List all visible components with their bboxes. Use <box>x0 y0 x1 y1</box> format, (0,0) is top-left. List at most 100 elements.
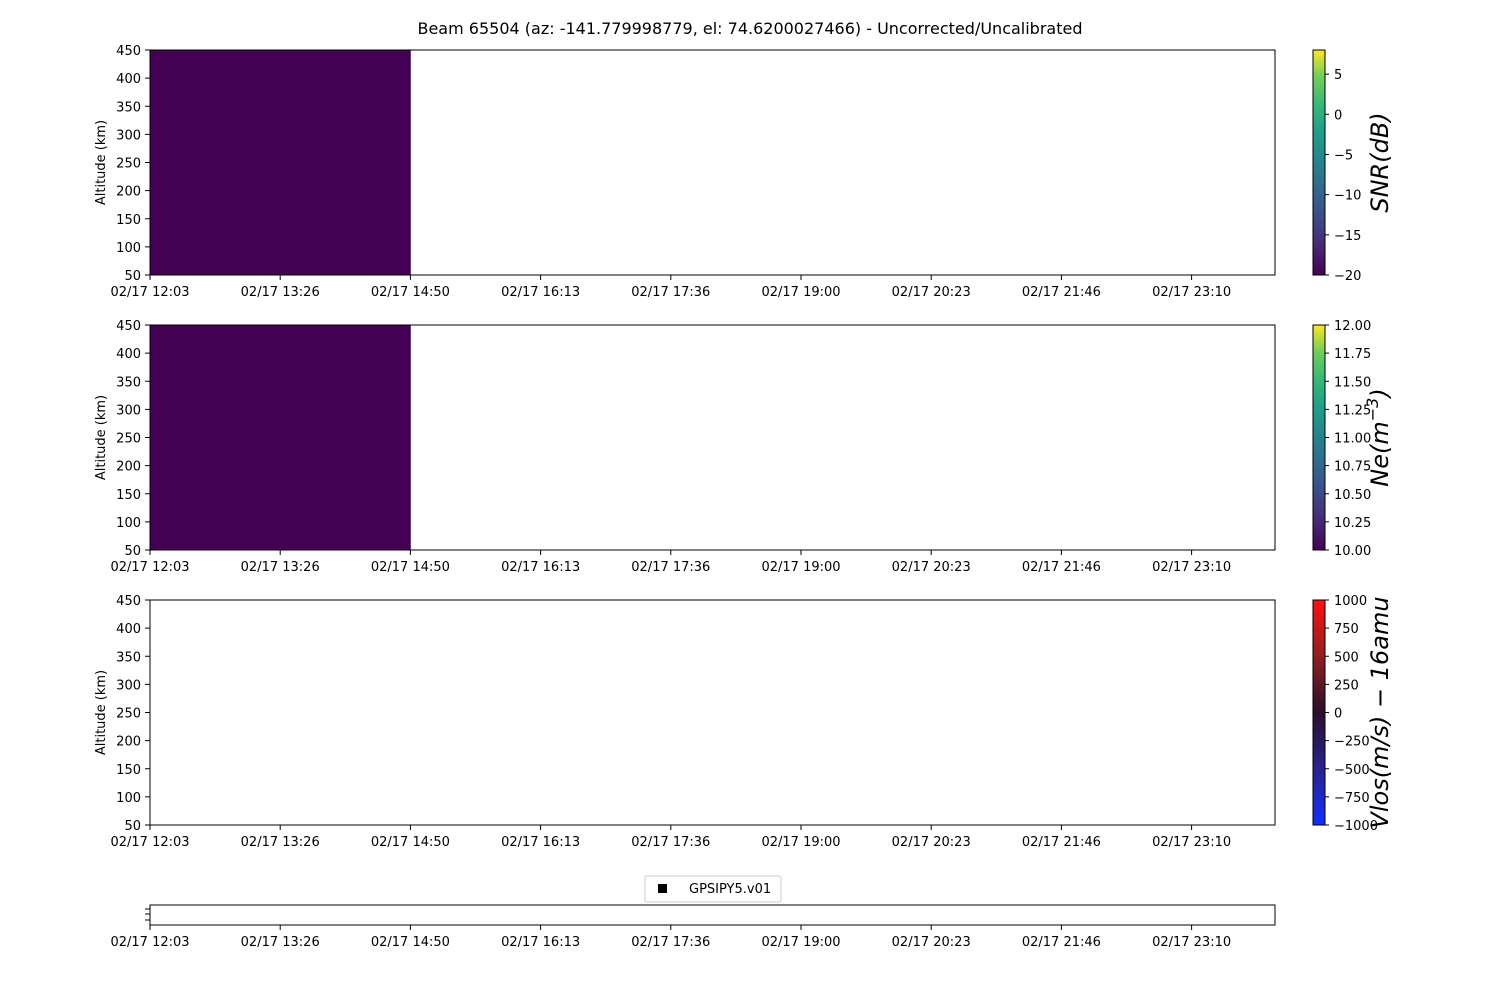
panel-3-xtick-label: 02/17 17:36 <box>631 835 710 850</box>
panel-1-ytick-label: 50 <box>124 269 141 284</box>
panel-4-xtick-label: 02/17 19:00 <box>761 935 840 950</box>
panel-3-colorbar <box>1313 600 1325 825</box>
panel-1-ytick-label: 200 <box>116 185 141 200</box>
panel-3-colorbar-tick-label: 750 <box>1334 622 1359 637</box>
panel-4-xtick-label: 02/17 12:03 <box>110 935 189 950</box>
panel-2-xtick-label: 02/17 19:00 <box>761 560 840 575</box>
panel-1-ytick-label: 450 <box>116 44 141 59</box>
panel-3-ylabel: Altitude (km) <box>94 670 109 755</box>
panel-2-colorbar-tick-label: 11.00 <box>1334 432 1371 447</box>
panel-1-colorbar-tick-label: −20 <box>1334 269 1361 284</box>
legend-label: GPSIPY5.v01 <box>689 882 771 897</box>
panel-3-ytick-label: 450 <box>116 594 141 609</box>
panel-4-xtick-label: 02/17 17:36 <box>631 935 710 950</box>
panel-3-xtick-label: 02/17 23:10 <box>1152 835 1231 850</box>
panel-1-xtick-label: 02/17 20:23 <box>892 285 971 300</box>
panel-3: 50 100 150 200 250 300 350 400 450 Altitude (km) 0… <box>94 594 1394 850</box>
panel-3-ytick-label: 300 <box>116 678 141 693</box>
figure-title: Beam 65504 (az: -141.779998779, el: 74.6… <box>417 19 1082 38</box>
panel-2: 50 100 150 200 250 300 350 400 450 Altitude (km) 0… <box>94 319 1394 575</box>
panel-1-xtick-label: 02/17 14:50 <box>371 285 450 300</box>
panel-2-colorbar-tick-label: 11.50 <box>1334 375 1371 390</box>
panel-3-colorbar-tick-label: −250 <box>1334 735 1370 750</box>
panel-1-ytick-label: 300 <box>116 128 141 143</box>
panel-3-colorbar-tick-label: 500 <box>1334 650 1359 665</box>
panel-2-ytick-label: 400 <box>116 347 141 362</box>
panel-3-ytick-label: 50 <box>124 819 141 834</box>
panel-3-xtick-label: 02/17 21:46 <box>1022 835 1101 850</box>
panel-2-xtick-label: 02/17 16:13 <box>501 560 580 575</box>
panel-1-xtick-label: 02/17 23:10 <box>1152 285 1231 300</box>
panel-4-xtick-label: 02/17 21:46 <box>1022 935 1101 950</box>
panel-2-colorbar-tick-label: 11.75 <box>1334 347 1371 362</box>
panel-3-frame <box>149 599 1276 826</box>
panel-1-xtick-label: 02/17 21:46 <box>1022 285 1101 300</box>
panel-1-ytick-label: 100 <box>116 241 141 256</box>
panel-1-data-fill <box>150 50 411 275</box>
panel-2-xtick-label: 02/17 12:03 <box>110 560 189 575</box>
panel-3-colorbar-label: Vlos(m/s) − 16amu <box>1366 596 1394 828</box>
panel-1-ytick-label: 150 <box>116 213 141 228</box>
panel-3-xtick-label: 02/17 13:26 <box>241 835 320 850</box>
panel-1-xtick-label: 02/17 19:00 <box>761 285 840 300</box>
panel-2-colorbar-tick-label: 11.25 <box>1334 403 1371 418</box>
panel-1-colorbar-tick-label: −15 <box>1334 229 1361 244</box>
panel-3-xtick-label: 02/17 20:23 <box>892 835 971 850</box>
panel-1-ylabel: Altitude (km) <box>94 120 109 205</box>
panel-4-xtick-label: 02/17 23:10 <box>1152 935 1231 950</box>
panel-2-colorbar-label-exponent: −3 <box>1363 398 1382 422</box>
panel-1-colorbar-frame <box>1312 49 1326 276</box>
panel-4-xtick-label: 02/17 14:50 <box>371 935 450 950</box>
panel-3-xtick-label: 02/17 14:50 <box>371 835 450 850</box>
panel-2-ytick-label: 250 <box>116 432 141 447</box>
panel-2-colorbar-tick-label: 10.00 <box>1334 544 1371 559</box>
panel-2-xtick-label: 02/17 20:23 <box>892 560 971 575</box>
panel-1-xtick-label: 02/17 12:03 <box>110 285 189 300</box>
panel-1-xtick-label: 02/17 16:13 <box>501 285 580 300</box>
panel-1-colorbar-label: SNR(dB) <box>1366 112 1394 212</box>
panel-2-ytick-label: 150 <box>116 488 141 503</box>
panel-2-ylabel: Altitude (km) <box>94 395 109 480</box>
panel-3-xtick-label: 02/17 12:03 <box>110 835 189 850</box>
panel-3-colorbar-tick-label: −1000 <box>1334 819 1378 834</box>
panel-4-frame <box>149 904 1276 926</box>
panel-2-xtick-label: 02/17 21:46 <box>1022 560 1101 575</box>
panel-2-xtick-label: 02/17 13:26 <box>241 560 320 575</box>
panel-2-colorbar <box>1313 325 1325 550</box>
panel-1-ytick-label: 400 <box>116 72 141 87</box>
panel-3-colorbar-tick-label: 0 <box>1334 707 1342 722</box>
panel-2-ytick-label: 300 <box>116 403 141 418</box>
panel-3-colorbar-tick-label: −500 <box>1334 763 1370 778</box>
panel-1-colorbar-tick-label: −5 <box>1334 148 1353 163</box>
panel-4-xtick-label: 02/17 16:13 <box>501 935 580 950</box>
panel-2-ytick-label: 200 <box>116 460 141 475</box>
panel-4-xtick-label: 02/17 20:23 <box>892 935 971 950</box>
panel-3-ytick-label: 350 <box>116 650 141 665</box>
legend: GPSIPY5.v01 <box>644 875 782 903</box>
panel-3-ytick-label: 100 <box>116 791 141 806</box>
panel-2-colorbar-tick-label: 10.75 <box>1334 460 1371 475</box>
panel-2-data-fill <box>150 325 411 550</box>
panel-3-colorbar-tick-label: 250 <box>1334 678 1359 693</box>
panel-3-ytick-label: 400 <box>116 622 141 637</box>
panel-2-xtick-label: 02/17 14:50 <box>371 560 450 575</box>
panel-3-ytick-label: 150 <box>116 763 141 778</box>
panel-2-ytick-label: 450 <box>116 319 141 334</box>
panel-3-ytick-label: 250 <box>116 707 141 722</box>
panel-1-colorbar-tick-label: 0 <box>1334 108 1342 123</box>
panel-3-xtick-label: 02/17 16:13 <box>501 835 580 850</box>
panel-2-xtick-label: 02/17 17:36 <box>631 560 710 575</box>
panel-3-colorbar-tick-label: −750 <box>1334 791 1370 806</box>
panel-2-ytick-label: 100 <box>116 516 141 531</box>
panel-1-xtick-label: 02/17 13:26 <box>241 285 320 300</box>
panel-1-colorbar-tick-label: 5 <box>1334 68 1342 83</box>
panel-4: 02/17 12:03 02/17 13:26 02/17 14:50 02/17 1… <box>110 904 1276 950</box>
panel-2-ytick-label: 350 <box>116 375 141 390</box>
panel-2-colorbar-label-close: ) <box>1366 388 1394 399</box>
panel-1-ytick-label: 350 <box>116 100 141 115</box>
panel-2-xtick-label: 02/17 23:10 <box>1152 560 1231 575</box>
panel-1-colorbar-tick-label: −10 <box>1334 189 1361 204</box>
legend-frame <box>644 875 782 903</box>
